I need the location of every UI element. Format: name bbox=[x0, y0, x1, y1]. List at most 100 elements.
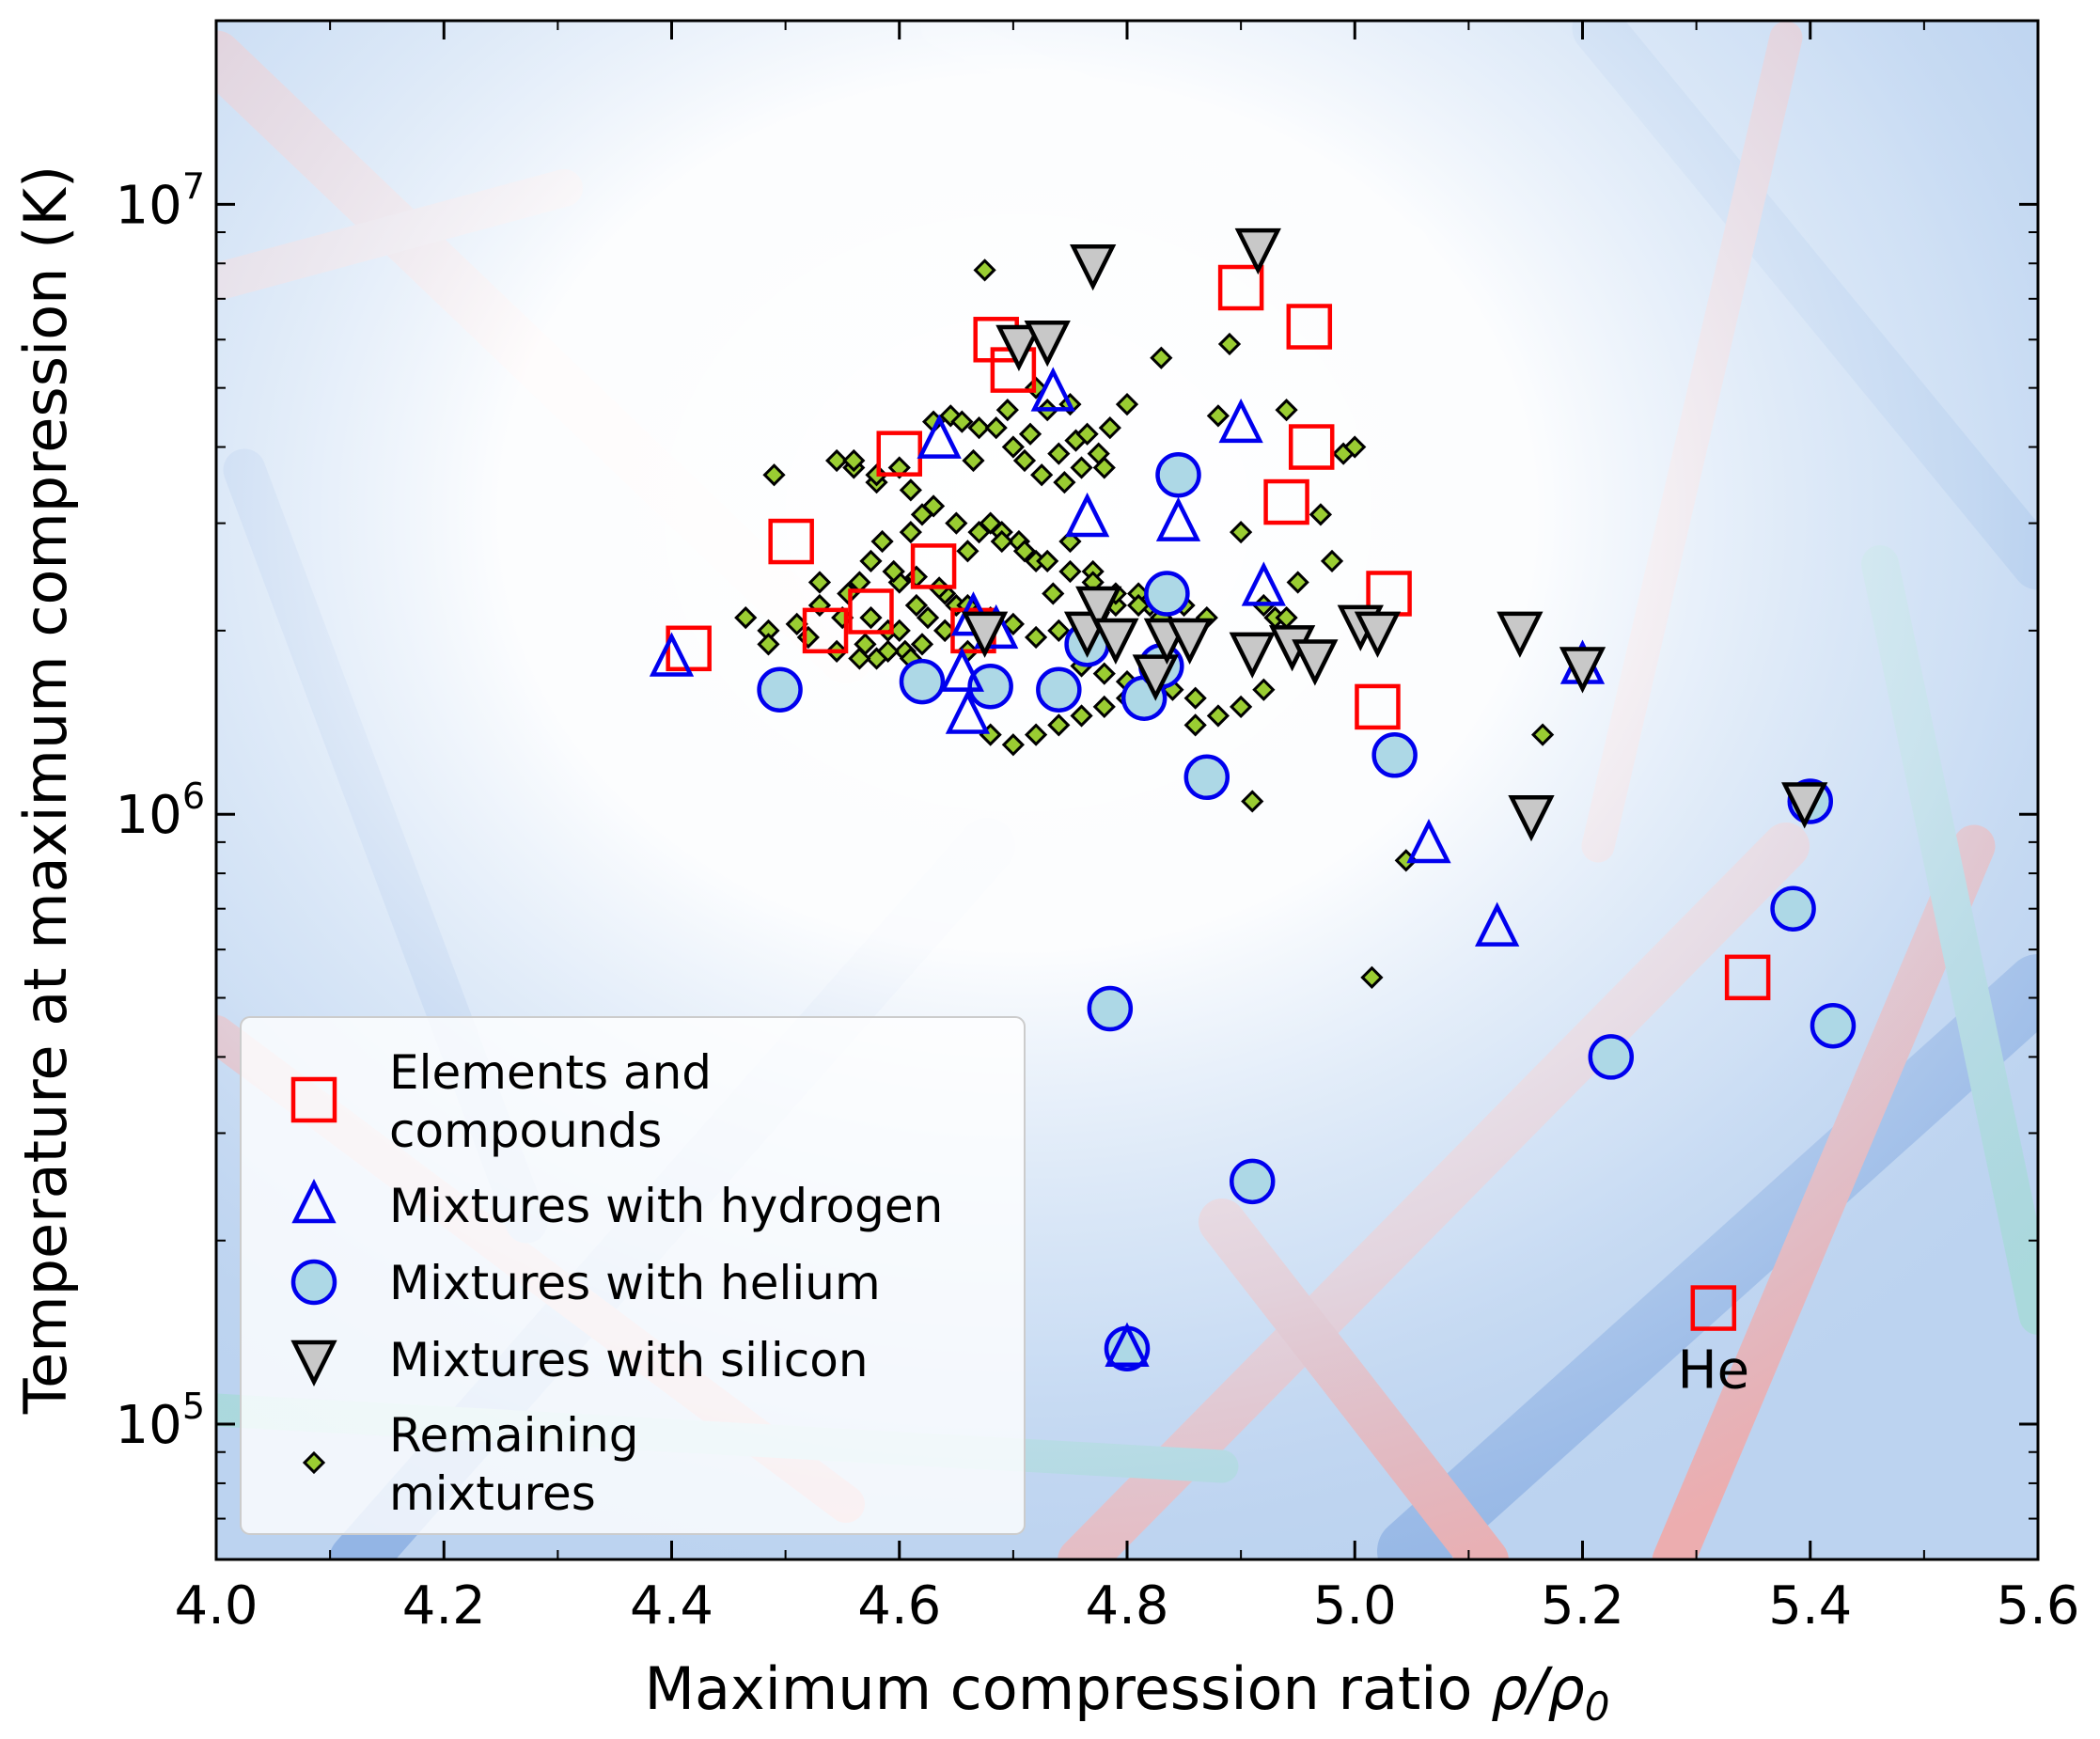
y-tick-label: 105 bbox=[116, 1386, 205, 1456]
data-point-triangle-up bbox=[1475, 901, 1520, 947]
legend-label: compounds bbox=[389, 1104, 662, 1158]
data-point-diamond bbox=[1092, 662, 1116, 685]
legend-label: Mixtures with silicon bbox=[389, 1333, 869, 1387]
data-point-triangle-down bbox=[1354, 611, 1402, 658]
legend-marker-diamond bbox=[302, 1450, 326, 1475]
x-tick-label: 4.8 bbox=[1085, 1575, 1168, 1637]
legend-label: Mixtures with hydrogen bbox=[389, 1179, 943, 1233]
data-point-diamond bbox=[1252, 678, 1276, 701]
axis-ticks bbox=[214, 20, 2040, 1560]
data-point-triangle-down bbox=[1508, 794, 1555, 842]
data-point-diamond bbox=[967, 416, 991, 440]
data-point-diamond bbox=[870, 529, 894, 554]
x-tick-label: 4.4 bbox=[630, 1575, 713, 1637]
data-point-diamond bbox=[1217, 332, 1242, 356]
data-point-diamond bbox=[904, 593, 929, 618]
data-point-diamond bbox=[916, 605, 940, 630]
data-point-circle bbox=[967, 663, 1013, 710]
data-point-diamond bbox=[1230, 695, 1253, 719]
data-point-square bbox=[1690, 1285, 1737, 1331]
data-point-triangle-up bbox=[1218, 398, 1263, 444]
y-tick-labels: 105 106 107 bbox=[116, 165, 205, 1456]
legend-marker-circle bbox=[290, 1259, 337, 1306]
data-point-diamond bbox=[1047, 713, 1071, 737]
data-point-square bbox=[802, 607, 849, 654]
data-point-square bbox=[768, 518, 814, 565]
legend-marker-triangle-down bbox=[290, 1340, 337, 1387]
data-point-diamond bbox=[1309, 503, 1333, 526]
legend-label: Remaining bbox=[389, 1408, 639, 1463]
data-point-circle bbox=[1144, 571, 1190, 617]
data-point-square bbox=[1263, 478, 1309, 525]
data-point-diamond bbox=[1030, 463, 1054, 487]
data-point-triangle-up bbox=[1406, 818, 1451, 864]
data-point-diamond bbox=[1036, 549, 1059, 573]
data-point-diamond bbox=[825, 448, 849, 473]
data-point-diamond bbox=[1070, 704, 1093, 728]
data-point-triangle-up bbox=[1105, 1322, 1150, 1367]
data-point-diamond bbox=[1001, 435, 1025, 459]
legend-marker-triangle-up bbox=[291, 1178, 337, 1224]
data-point-diamond bbox=[1275, 399, 1298, 422]
data-point-diamond bbox=[1024, 625, 1048, 650]
data-point-diamond bbox=[807, 571, 832, 594]
data-point-diamond bbox=[973, 258, 996, 282]
data-point-diamond bbox=[1360, 965, 1384, 989]
data-point-diamond bbox=[945, 511, 968, 535]
data-point-diamond bbox=[1018, 422, 1042, 446]
data-point-triangle-down bbox=[1497, 611, 1544, 658]
data-point-diamond bbox=[842, 448, 866, 473]
data-point-triangle-down bbox=[1166, 618, 1214, 666]
data-point-diamond bbox=[757, 633, 780, 656]
data-point-square bbox=[1217, 264, 1264, 311]
data-point-circle bbox=[1183, 754, 1230, 801]
data-point-diamond bbox=[1001, 733, 1025, 757]
x-tick-label: 4.6 bbox=[857, 1575, 941, 1637]
data-point-diamond bbox=[910, 633, 934, 656]
series-triangle-down bbox=[961, 227, 1828, 842]
data-point-square bbox=[1724, 954, 1771, 1001]
data-point-triangle-up bbox=[1155, 496, 1201, 541]
data-point-diamond bbox=[921, 494, 946, 518]
data-point-circle bbox=[1229, 1158, 1276, 1205]
data-point-diamond bbox=[967, 521, 991, 544]
data-point-square bbox=[1286, 304, 1333, 350]
data-point-diamond bbox=[984, 416, 1008, 440]
data-point-circle bbox=[757, 666, 803, 713]
data-point-square bbox=[1355, 683, 1401, 730]
data-point-diamond bbox=[1024, 723, 1048, 746]
data-point-triangle-up bbox=[649, 632, 695, 677]
legend-label: Elements and bbox=[389, 1045, 712, 1100]
y-axis-label: Temperature at maximum compression (K) bbox=[11, 165, 80, 1415]
data-point-triangle-down bbox=[1070, 243, 1117, 291]
y-tick-label: 106 bbox=[116, 776, 205, 846]
data-point-diamond bbox=[1183, 686, 1207, 710]
legend-marker-square bbox=[290, 1076, 337, 1123]
data-point-diamond bbox=[876, 639, 900, 663]
data-point-diamond bbox=[734, 605, 758, 630]
data-point-diamond bbox=[1042, 582, 1065, 605]
data-point-diamond bbox=[1206, 404, 1230, 428]
x-tick-label: 5.0 bbox=[1313, 1575, 1397, 1637]
data-point-diamond bbox=[1115, 392, 1139, 416]
x-tick-label: 5.6 bbox=[1996, 1575, 2079, 1637]
data-point-square bbox=[848, 588, 894, 634]
data-point-diamond bbox=[1230, 521, 1253, 544]
x-tick-labels: 4.0 4.2 4.4 4.6 4.8 5.0 5.2 5.4 5.6 bbox=[174, 1575, 2079, 1637]
x-tick-label: 5.2 bbox=[1541, 1575, 1624, 1637]
data-point-triangle-down bbox=[1292, 639, 1339, 686]
data-point-diamond bbox=[990, 529, 1013, 554]
data-point-diamond bbox=[1012, 540, 1037, 563]
data-point-triangle-up bbox=[939, 647, 985, 692]
data-point-triangle-down bbox=[995, 324, 1042, 372]
data-point-diamond bbox=[1241, 790, 1264, 813]
data-point-diamond bbox=[859, 605, 883, 630]
data-point-diamond bbox=[1320, 549, 1344, 573]
data-point-triangle-down bbox=[1229, 632, 1276, 679]
data-point-diamond bbox=[1047, 442, 1071, 465]
data-point-diamond bbox=[859, 549, 883, 573]
data-point-diamond bbox=[882, 559, 905, 584]
legend-label: mixtures bbox=[389, 1466, 596, 1521]
